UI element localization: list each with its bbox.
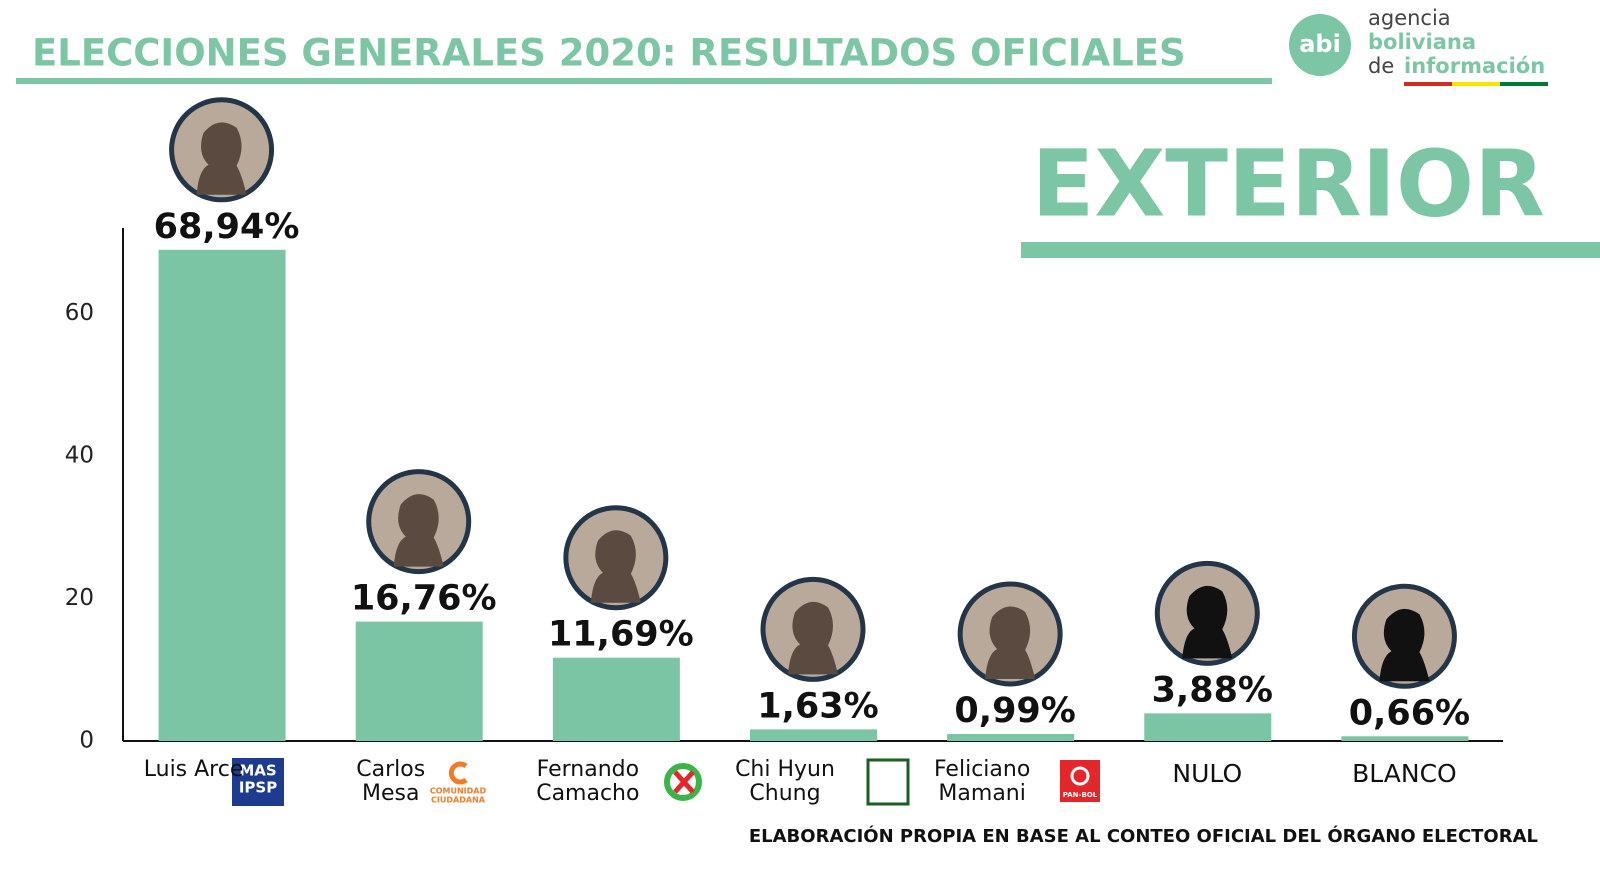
- value-label: 68,94%: [154, 207, 300, 247]
- bar: [947, 733, 1075, 741]
- silhouette: [1182, 585, 1233, 659]
- party-logo-text: CIUDADANA: [431, 796, 486, 805]
- x-tick-label: BLANCO: [1352, 759, 1457, 788]
- value-label: 3,88%: [1152, 670, 1273, 710]
- value-label: 1,63%: [757, 686, 878, 726]
- logo-circle: [1289, 14, 1351, 76]
- party-logo-text: IPSP: [239, 779, 277, 797]
- silhouette: [196, 122, 247, 195]
- flag: [1500, 82, 1548, 86]
- logo-text: de: [1368, 54, 1394, 78]
- title-underline: [16, 78, 1272, 84]
- silhouette: [788, 601, 838, 675]
- bar: [552, 657, 680, 741]
- value-label: 0,66%: [1349, 693, 1470, 733]
- x-tick-label: Carlos Mesa: [356, 757, 426, 806]
- x-tick-label: Fernando Camacho: [536, 757, 640, 806]
- subtitle-bar: [1021, 242, 1600, 258]
- logo-text: boliviana: [1368, 30, 1476, 54]
- party-logo-text: PAN-BOL: [1063, 791, 1098, 799]
- x-tick-label: Chi Hyun Chung: [735, 757, 835, 806]
- y-tick-label: 40: [65, 443, 94, 469]
- bar: [355, 621, 483, 741]
- logo-text: agencia: [1368, 6, 1451, 30]
- silhouette: [1379, 608, 1430, 682]
- bar: [1341, 736, 1469, 741]
- flag: [1404, 82, 1452, 86]
- party-logo: [1070, 766, 1090, 786]
- x-tick-label: NULO: [1172, 759, 1243, 788]
- bar: [158, 249, 286, 742]
- y-tick-label: 20: [65, 585, 94, 611]
- party-logo: [866, 758, 910, 806]
- bar: [750, 729, 877, 741]
- logo-mark: abi: [1299, 30, 1341, 58]
- value-label: 0,99%: [954, 691, 1075, 731]
- x-tick-label: Feliciano Mamani: [933, 757, 1031, 806]
- silhouette: [393, 494, 444, 567]
- flag: [1452, 82, 1500, 86]
- silhouette: [985, 606, 1036, 679]
- party-logo: [664, 763, 702, 801]
- source-note: ELABORACIÓN PROPIA EN BASE AL CONTEO OFI…: [749, 825, 1538, 847]
- x-tick-label: Luis Arce: [143, 757, 244, 782]
- value-label: 11,69%: [548, 615, 694, 655]
- party-logo-text: COMUNIDAD: [430, 787, 487, 796]
- title: ELECCIONES GENERALES 2020: RESULTADOS OF…: [32, 32, 1186, 75]
- silhouette: [590, 530, 641, 603]
- bar: [1144, 713, 1272, 741]
- party-logo: [673, 770, 695, 794]
- party-logo: [232, 758, 284, 806]
- subtitle: EXTERIOR: [1031, 130, 1545, 237]
- logo-text: información: [1404, 54, 1545, 78]
- y-tick-label: 60: [65, 300, 94, 326]
- party-logo-text: MAS: [239, 762, 276, 780]
- party-logo: [448, 761, 468, 785]
- y-tick-label: 0: [79, 728, 94, 754]
- value-label: 16,76%: [351, 579, 497, 619]
